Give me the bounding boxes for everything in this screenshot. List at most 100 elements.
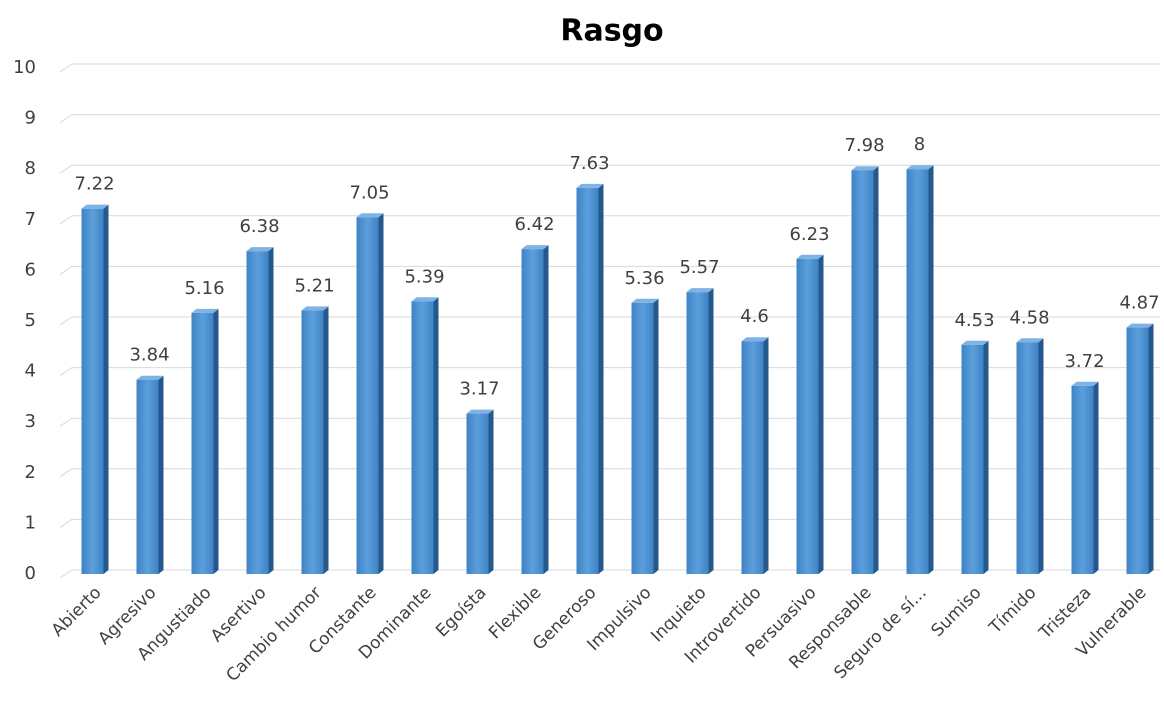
bar (631, 302, 654, 574)
grid-line (59, 417, 1160, 427)
data-label: 5.16 (184, 278, 224, 299)
bar (741, 341, 764, 574)
data-label: 8 (914, 134, 925, 155)
y-tick-label: 10 (13, 57, 36, 78)
bar-top (1071, 381, 1099, 386)
data-label: 6.38 (239, 216, 279, 237)
bar (961, 344, 984, 574)
bar-side (598, 183, 604, 574)
bar-side (103, 204, 109, 574)
bar-top (906, 165, 934, 170)
bar-top (851, 166, 879, 171)
data-label: 6.23 (789, 224, 829, 245)
bar (246, 251, 269, 574)
y-tick-label: 0 (25, 563, 36, 584)
bar-side (378, 213, 384, 574)
bar-top (136, 375, 164, 380)
data-label: 3.84 (129, 345, 169, 366)
y-tick-label: 4 (25, 361, 36, 382)
bar-side (983, 340, 989, 574)
data-label: 4.6 (740, 306, 769, 327)
data-label: 7.98 (844, 135, 884, 156)
bar-side (543, 245, 549, 574)
bar-top (576, 183, 604, 188)
data-label: 3.17 (459, 379, 499, 400)
data-label: 5.57 (679, 257, 719, 278)
y-tick-label: 8 (25, 158, 36, 179)
x-tick-label: Sumiso (928, 583, 986, 641)
bar (191, 312, 214, 574)
bar-side (873, 166, 879, 574)
bar (466, 413, 489, 574)
grid-line (59, 215, 1160, 225)
y-tick-label: 3 (25, 411, 36, 432)
bar (796, 258, 819, 574)
y-tick-label: 9 (25, 108, 36, 129)
grid-line (59, 367, 1160, 377)
data-label: 7.63 (569, 153, 609, 174)
bar-top (466, 409, 494, 414)
bar (906, 169, 929, 574)
bar-top (961, 340, 989, 345)
bar-top (521, 245, 549, 250)
bar-side (158, 375, 164, 574)
bar-side (323, 306, 329, 574)
bar-top (191, 308, 219, 313)
grid-line (59, 518, 1160, 528)
data-label: 5.39 (404, 266, 444, 287)
bar (356, 217, 379, 574)
data-label: 7.22 (74, 174, 114, 195)
y-tick-label: 5 (25, 310, 36, 331)
data-label: 5.21 (294, 275, 334, 296)
bar-side (433, 297, 439, 574)
bar (1126, 327, 1149, 574)
bar-side (213, 308, 219, 574)
bar-top (1016, 338, 1044, 343)
bar-top (686, 288, 714, 293)
bar-side (653, 298, 659, 574)
bar-side (818, 254, 824, 574)
data-label: 4.53 (954, 310, 994, 331)
data-label: 3.72 (1064, 351, 1104, 372)
bar-side (708, 288, 714, 574)
bar-top (796, 254, 824, 259)
data-label: 6.42 (514, 214, 554, 235)
bar-top (301, 306, 329, 311)
grid-line (59, 569, 1160, 579)
bar-side (1038, 338, 1044, 574)
bar-top (631, 298, 659, 303)
bar-side (488, 409, 494, 574)
bar (521, 249, 544, 574)
bar-top (741, 337, 769, 342)
data-label: 4.87 (1119, 293, 1159, 314)
bar-top (246, 247, 274, 252)
grid-line (59, 164, 1160, 174)
grid-line (59, 468, 1160, 478)
bar-top (81, 204, 109, 209)
chart-title: Rasgo (560, 14, 663, 49)
bar (411, 301, 434, 574)
bar (576, 187, 599, 574)
grid-line (59, 316, 1160, 326)
bar-top (356, 213, 384, 218)
bar (301, 310, 324, 574)
bar-side (928, 165, 934, 574)
bar (136, 379, 159, 574)
grid-line (59, 114, 1160, 124)
bar-top (1126, 323, 1154, 328)
y-tick-label: 7 (25, 209, 36, 230)
bar (81, 208, 104, 574)
bar (686, 292, 709, 574)
y-tick-label: 6 (25, 259, 36, 280)
bar-side (1148, 323, 1154, 574)
y-tick-label: 1 (25, 512, 36, 533)
bar (1071, 385, 1094, 574)
bar-side (1093, 381, 1099, 574)
grid-line (59, 63, 1160, 73)
data-label: 7.05 (349, 182, 389, 203)
data-label: 4.58 (1009, 307, 1049, 328)
bar-side (763, 337, 769, 574)
bar (1016, 342, 1039, 574)
bar-top (411, 297, 439, 302)
